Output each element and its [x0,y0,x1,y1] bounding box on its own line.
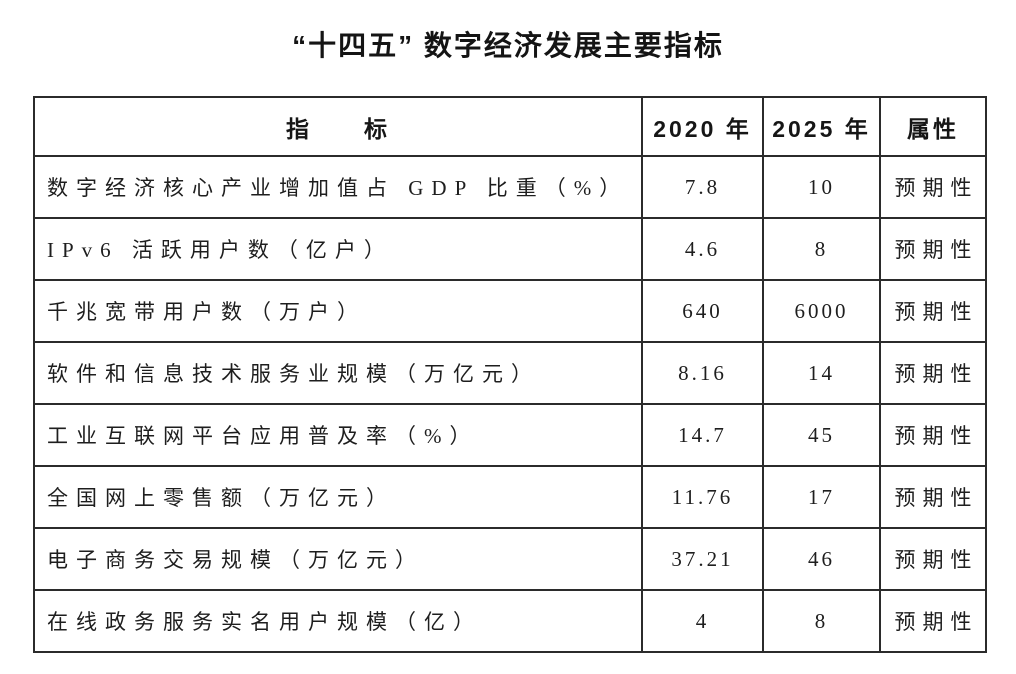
indicator-cell: 千兆宽带用户数（万户） [33,279,643,343]
indicator-cell: 软件和信息技术服务业规模（万亿元） [33,341,643,405]
table-row: 在线政务服务实名用户规模（亿） 4 8 预期性 [33,589,987,653]
value-2025-cell: 46 [762,527,881,591]
header-attribute: 属性 [879,96,987,157]
value-2025-cell: 6000 [762,279,881,343]
value-2020-cell: 8.16 [641,341,764,405]
indicator-cell: IPv6 活跃用户数（亿户） [33,217,643,281]
indicator-cell: 数字经济核心产业增加值占 GDP 比重（%） [33,155,643,219]
value-2020-cell: 4 [641,589,764,653]
attribute-cell: 预期性 [879,341,987,405]
indicator-cell: 电子商务交易规模（万亿元） [33,527,643,591]
header-indicator: 指 标 [33,96,643,157]
page-title: “十四五” 数字经济发展主要指标 [292,30,724,61]
value-2020-cell: 640 [641,279,764,343]
attribute-cell: 预期性 [879,465,987,529]
attribute-cell: 预期性 [879,155,987,219]
value-2020-cell: 11.76 [641,465,764,529]
attribute-cell: 预期性 [879,217,987,281]
table-row: 电子商务交易规模（万亿元） 37.21 46 预期性 [33,527,987,591]
attribute-cell: 预期性 [879,279,987,343]
value-2025-cell: 8 [762,589,881,653]
header-year-2020: 2020 年 [641,96,764,157]
indicators-table: 指 标 2020 年 2025 年 属性 数字经济核心产业增加值占 GDP 比重… [33,96,987,653]
table-row: 全国网上零售额（万亿元） 11.76 17 预期性 [33,465,987,529]
value-2025-cell: 10 [762,155,881,219]
table-row: 软件和信息技术服务业规模（万亿元） 8.16 14 预期性 [33,341,987,405]
indicator-cell: 在线政务服务实名用户规模（亿） [33,589,643,653]
attribute-cell: 预期性 [879,403,987,467]
value-2020-cell: 14.7 [641,403,764,467]
indicator-cell: 工业互联网平台应用普及率（%） [33,403,643,467]
value-2020-cell: 37.21 [641,527,764,591]
table-row: 千兆宽带用户数（万户） 640 6000 预期性 [33,279,987,343]
header-row: 指 标 2020 年 2025 年 属性 [33,96,987,157]
value-2020-cell: 4.6 [641,217,764,281]
value-2025-cell: 45 [762,403,881,467]
value-2020-cell: 7.8 [641,155,764,219]
attribute-cell: 预期性 [879,589,987,653]
indicator-cell: 全国网上零售额（万亿元） [33,465,643,529]
attribute-cell: 预期性 [879,527,987,591]
value-2025-cell: 14 [762,341,881,405]
table-row: 数字经济核心产业增加值占 GDP 比重（%） 7.8 10 预期性 [33,155,987,219]
value-2025-cell: 8 [762,217,881,281]
table-row: 工业互联网平台应用普及率（%） 14.7 45 预期性 [33,403,987,467]
value-2025-cell: 17 [762,465,881,529]
table-row: IPv6 活跃用户数（亿户） 4.6 8 预期性 [33,217,987,281]
header-year-2025: 2025 年 [762,96,881,157]
